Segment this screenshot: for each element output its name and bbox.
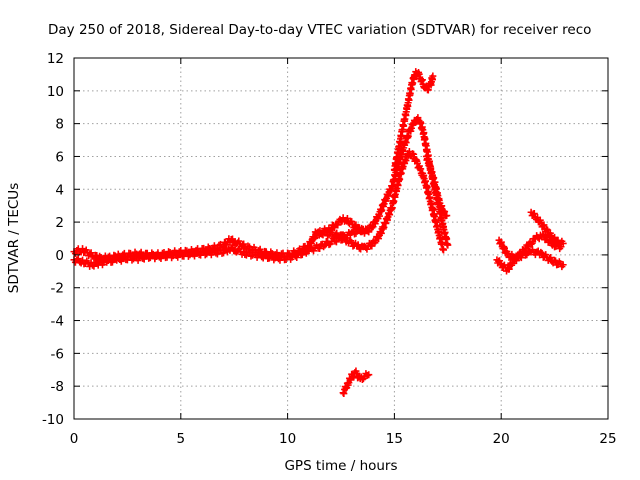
series-segment-8 <box>527 208 567 248</box>
x-axis-label: GPS time / hours <box>284 458 397 474</box>
data-point <box>137 248 145 256</box>
data-point <box>220 242 228 250</box>
data-point <box>521 248 529 256</box>
data-point <box>559 239 567 247</box>
y-tick-label: 2 <box>55 215 64 231</box>
data-point <box>310 247 318 255</box>
data-point <box>540 221 548 229</box>
series-segment-3 <box>422 152 451 220</box>
data-point <box>365 228 373 236</box>
data-point <box>402 157 410 165</box>
data-point <box>375 235 383 243</box>
data-point <box>316 227 324 235</box>
x-tick-label: 10 <box>279 431 296 447</box>
y-tick-label: -8 <box>51 379 64 395</box>
data-point <box>508 259 516 267</box>
data-point <box>204 243 212 251</box>
plot-area <box>70 68 567 398</box>
data-point <box>256 245 264 253</box>
data-point <box>87 249 95 257</box>
y-tick-label: -4 <box>51 314 64 330</box>
y-tick-label: -2 <box>51 281 64 297</box>
data-point <box>293 250 301 258</box>
data-point <box>218 243 226 251</box>
data-point <box>530 209 538 217</box>
data-point <box>316 244 324 252</box>
data-point <box>128 253 136 261</box>
data-point <box>527 240 535 248</box>
chart-title: Day 250 of 2018, Sidereal Day-to-day VTE… <box>48 22 591 38</box>
data-point <box>201 247 209 255</box>
data-point <box>228 243 236 251</box>
data-point <box>368 224 376 232</box>
series-segment-4 <box>311 224 373 242</box>
data-point <box>444 241 452 249</box>
data-point <box>333 229 341 237</box>
data-point <box>79 245 87 253</box>
data-point <box>429 72 437 80</box>
data-point <box>213 245 221 253</box>
data-point <box>537 248 545 256</box>
y-tick-label: 0 <box>55 248 64 264</box>
x-tick-label: 0 <box>70 431 79 447</box>
data-point <box>228 235 236 243</box>
data-point <box>547 254 555 261</box>
series-segment-6 <box>493 246 567 275</box>
y-tick-label: 8 <box>55 117 64 133</box>
series-segment-2 <box>390 68 437 174</box>
data-point <box>298 247 306 255</box>
y-tick-label: 10 <box>47 84 64 100</box>
y-tick-label: -10 <box>42 412 64 428</box>
series-segment-5 <box>339 367 373 398</box>
y-tick-label: 6 <box>55 149 64 165</box>
data-point <box>505 265 513 273</box>
data-point <box>244 242 252 250</box>
data-point <box>157 253 165 261</box>
data-point <box>441 208 449 216</box>
data-point <box>90 262 98 270</box>
x-tick-label: 15 <box>386 431 403 447</box>
data-point <box>332 238 340 246</box>
data-point <box>559 261 567 269</box>
data-point <box>165 248 173 256</box>
data-point <box>554 236 562 244</box>
data-point <box>240 240 248 248</box>
x-tick-label: 20 <box>493 431 510 447</box>
plot-frame <box>73 57 609 420</box>
data-point <box>74 255 82 263</box>
data-point <box>543 225 551 233</box>
data-point <box>304 243 312 251</box>
data-point <box>307 240 315 248</box>
data-point <box>311 234 319 242</box>
data-point <box>528 239 536 247</box>
y-tick-label: 12 <box>47 51 64 67</box>
x-tick-label: 5 <box>177 431 186 447</box>
data-point <box>354 241 362 249</box>
data-point <box>443 212 451 220</box>
data-point <box>424 86 432 94</box>
data-point <box>363 245 371 253</box>
y-tick-label: 4 <box>55 182 64 198</box>
data-point <box>440 246 448 254</box>
y-axis-label: SDTVAR / TECUs <box>6 183 22 293</box>
data-point <box>365 371 373 379</box>
axis-ticks: -10 -8 -6 -4 -2 0 2 4 6 8 10 12 0 5 10 15 20 25 <box>42 51 617 447</box>
x-tick-label: 25 <box>599 431 616 447</box>
y-tick-label: -6 <box>51 346 64 362</box>
data-point <box>514 254 522 262</box>
